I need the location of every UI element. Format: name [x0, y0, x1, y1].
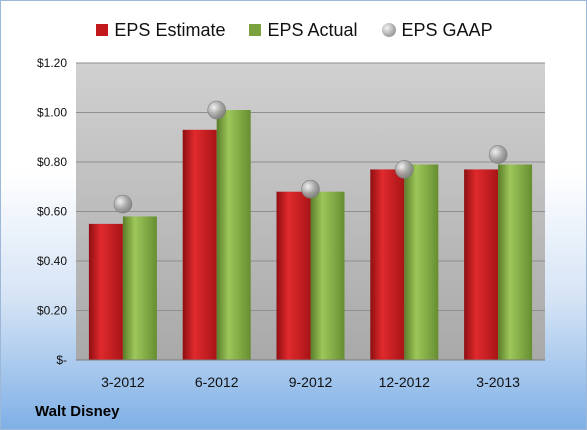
legend-label-actual: EPS Actual — [267, 19, 358, 40]
estimate-bar — [370, 169, 405, 360]
estimate-bar — [276, 191, 311, 360]
gaap-point — [488, 145, 508, 164]
legend-label-gaap: EPS GAAP — [401, 19, 493, 40]
x-tick-label: 3-2013 — [476, 374, 520, 390]
legend-item-estimate: EPS Estimate — [96, 20, 225, 41]
y-tick-label: $0.60 — [37, 205, 67, 219]
gaap-point — [394, 160, 414, 179]
x-tick-label: 9-2012 — [289, 374, 333, 390]
gaap-point — [301, 179, 320, 199]
y-tick-label: $1.00 — [37, 106, 67, 120]
y-tick-label: $1.20 — [37, 56, 67, 70]
gaap-point — [113, 194, 133, 214]
chart-legend: EPS Estimate EPS Actual EPS GAAP — [1, 17, 586, 43]
estimate-bar — [464, 169, 499, 360]
actual-bar — [216, 110, 251, 361]
y-tick-label: $0.80 — [37, 155, 67, 169]
x-tick-label: 6-2012 — [195, 374, 239, 390]
x-tick-label: 12-2012 — [379, 374, 431, 390]
legend-item-gaap: EPS GAAP — [381, 19, 493, 41]
legend-swatch-gaap — [381, 23, 396, 37]
legend-item-actual: EPS Actual — [249, 19, 358, 41]
estimate-bar — [182, 129, 217, 360]
legend-swatch-actual — [249, 24, 262, 36]
y-tick-label: $0.20 — [37, 304, 67, 318]
gaap-point — [207, 100, 226, 120]
legend-label-estimate: EPS Estimate — [114, 19, 226, 40]
actual-bar — [498, 164, 533, 360]
y-tick-label: $- — [56, 353, 67, 367]
y-tick-label: $0.40 — [37, 254, 67, 268]
actual-bar — [310, 191, 345, 360]
actual-bar — [404, 164, 439, 360]
legend-swatch-estimate — [96, 24, 109, 36]
x-tick-label: 3-2012 — [101, 374, 145, 390]
estimate-bar — [88, 223, 123, 360]
actual-bar — [122, 216, 157, 360]
company-label: Walt Disney — [35, 403, 120, 420]
